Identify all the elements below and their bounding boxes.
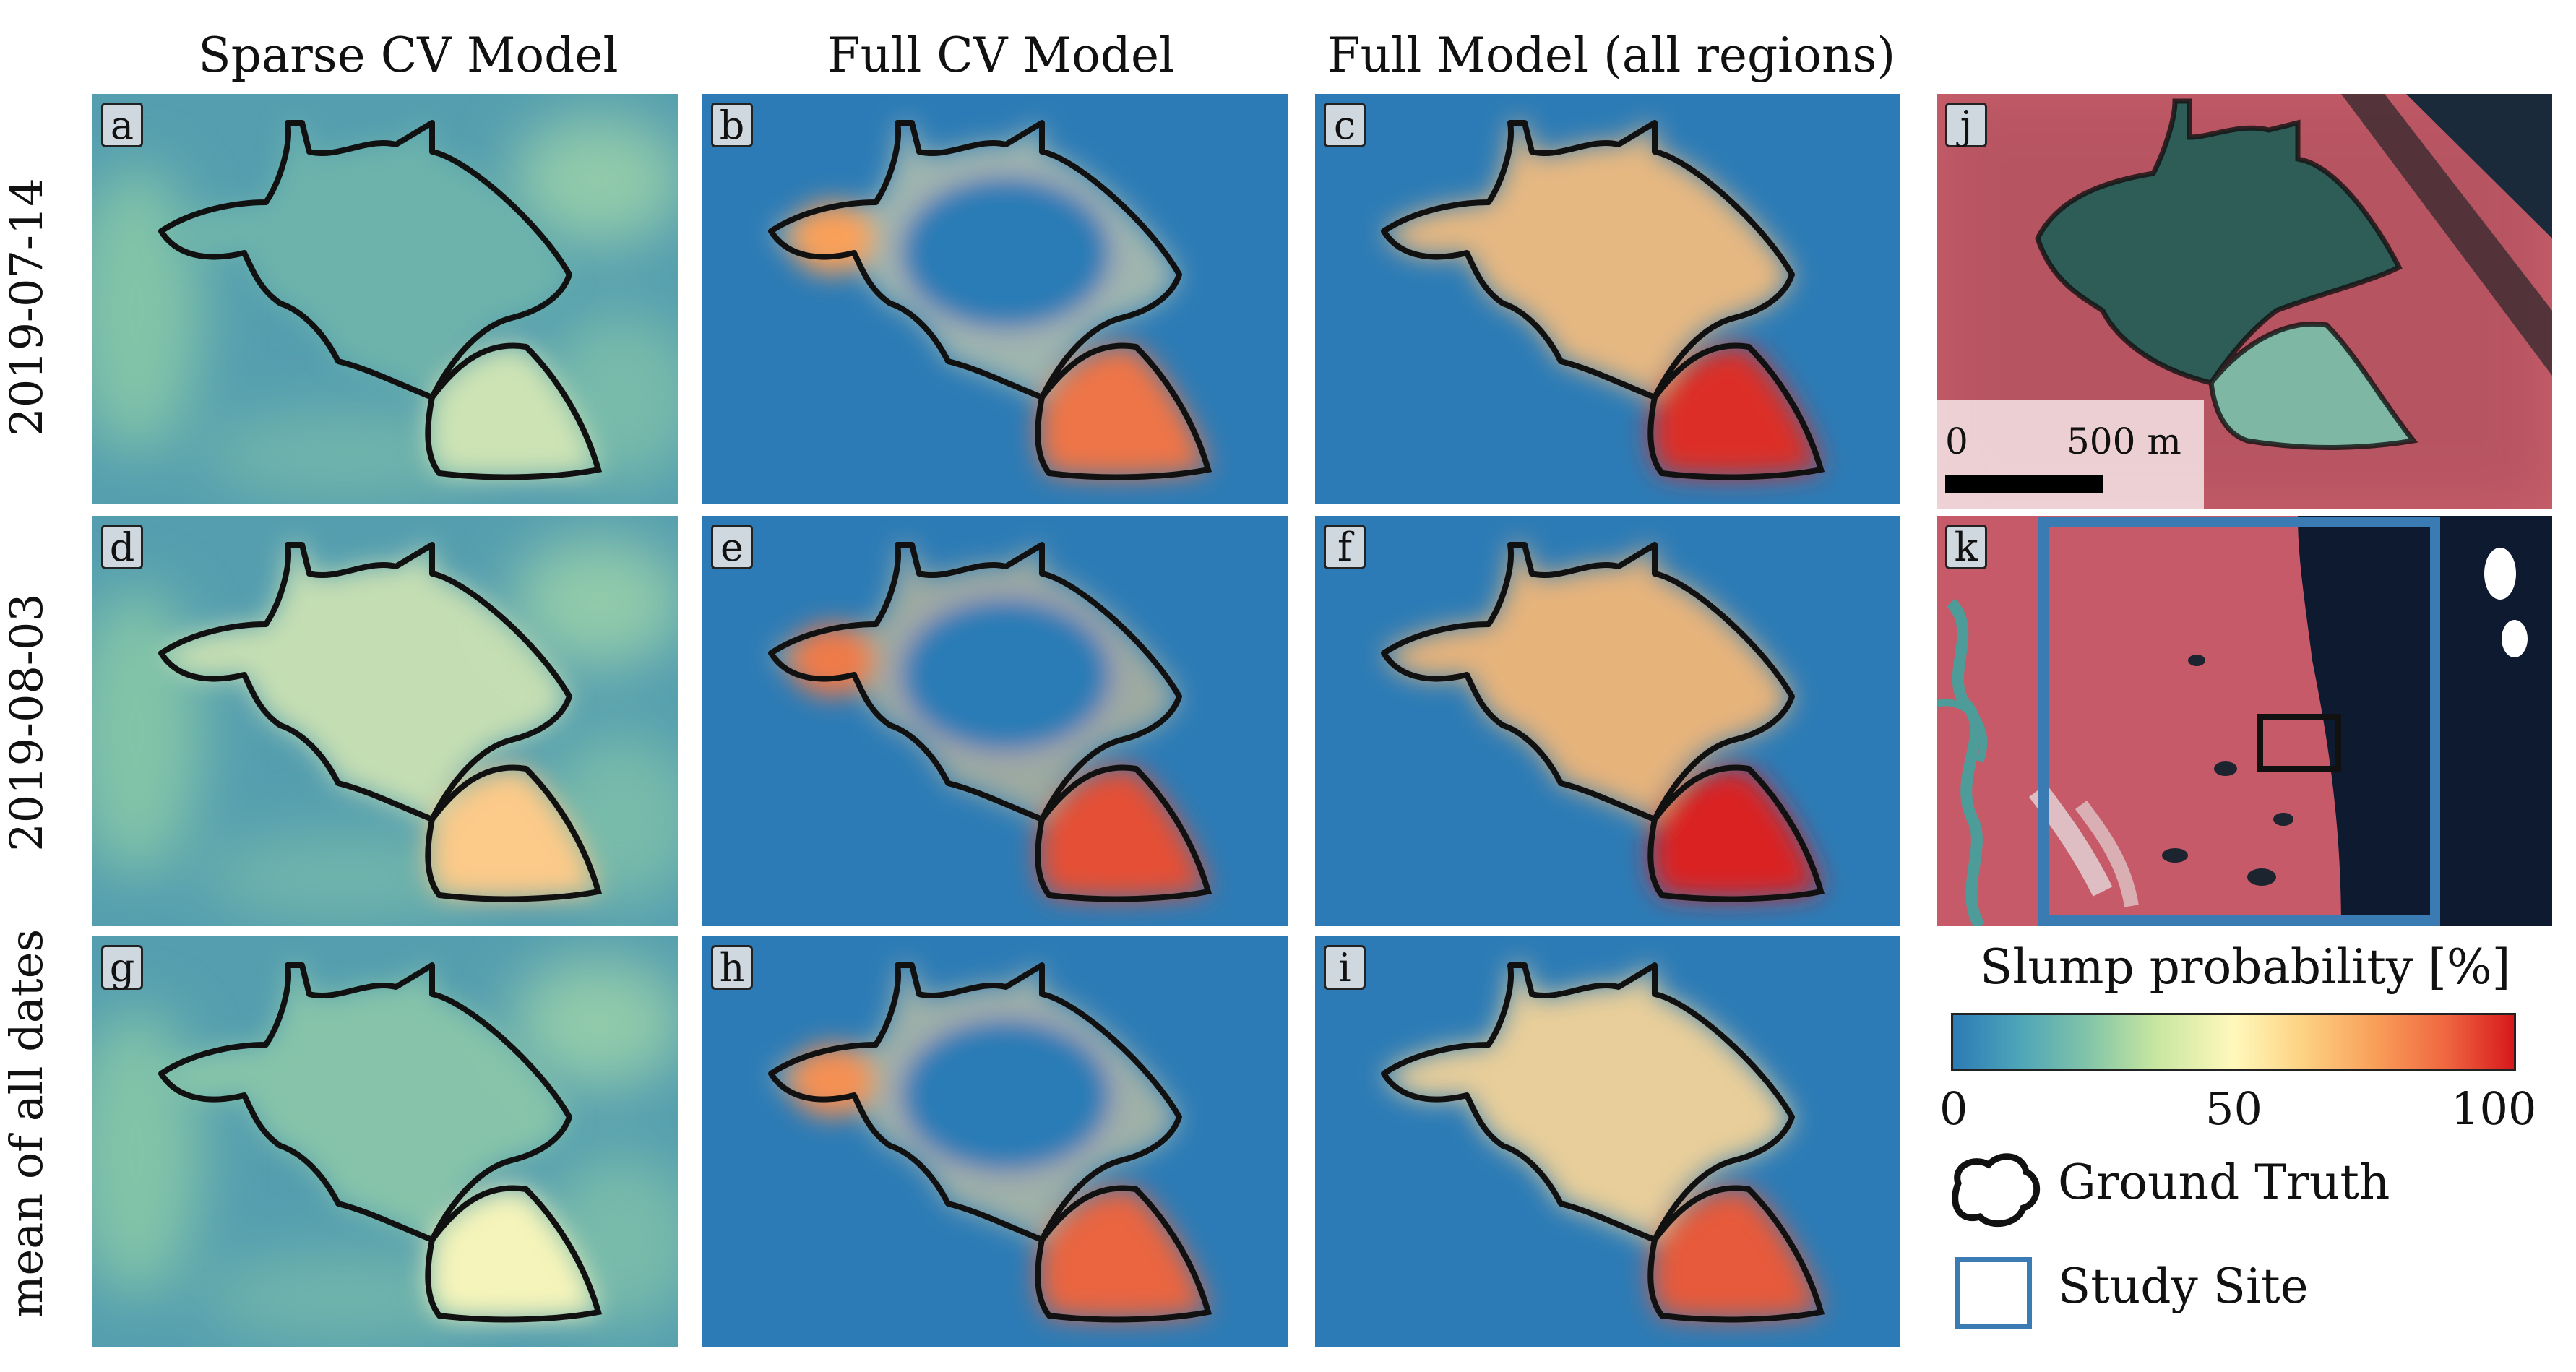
- panel-label-c: c: [1324, 103, 1366, 147]
- probability-panel-h: h: [702, 936, 1288, 1347]
- probability-panel-c: c: [1315, 94, 1900, 504]
- scale-bar-end-label: 500 m: [2067, 420, 2181, 462]
- colorbar-tick-0: 0: [1939, 1082, 1968, 1135]
- scale-bar-start-label: 0: [1945, 420, 1968, 462]
- row-title-mean: mean of all dates: [0, 928, 53, 1319]
- panel-label-k: k: [1945, 525, 1987, 569]
- column-title-full-cv: Full CV Model: [827, 27, 1175, 83]
- probability-panel-a: a: [92, 94, 678, 504]
- panel-label-h: h: [711, 945, 753, 990]
- panel-label-f: f: [1324, 525, 1366, 569]
- panel-k-overview-image: k: [1937, 516, 2552, 926]
- study-site-icon: [1955, 1257, 2032, 1329]
- panel-label-a: a: [101, 103, 143, 147]
- probability-panel-e: e: [702, 516, 1288, 926]
- panel-label-j: j: [1945, 103, 1987, 147]
- probability-panel-f: f: [1315, 516, 1900, 926]
- panel-label-i: i: [1324, 945, 1366, 990]
- colorbar-tick-100: 100: [2451, 1082, 2537, 1135]
- study-site-label: Study Site: [2058, 1259, 2309, 1314]
- panel-j-infrared-image: j 0 500 m: [1937, 94, 2552, 509]
- scale-bar: [1945, 475, 2103, 493]
- probability-panel-i: i: [1315, 936, 1900, 1347]
- colorbar: [1951, 1013, 2516, 1071]
- probability-panel-d: d: [92, 516, 678, 926]
- panel-label-g: g: [101, 945, 143, 990]
- probability-panel-b: b: [702, 94, 1288, 504]
- row-title-2019-07-14: 2019-07-14: [0, 178, 53, 436]
- scale-bar-box: 0 500 m: [1937, 400, 2204, 509]
- panel-label-e: e: [711, 525, 753, 569]
- panel-label-d: d: [101, 525, 143, 569]
- column-title-full-model: Full Model (all regions): [1327, 27, 1896, 83]
- colorbar-title: Slump probability [%]: [1980, 939, 2511, 995]
- panel-label-b: b: [711, 103, 753, 147]
- row-title-2019-08-03: 2019-08-03: [0, 593, 53, 852]
- ground-truth-icon: [1952, 1153, 2040, 1228]
- colorbar-tick-50: 50: [2205, 1082, 2262, 1135]
- ground-truth-label: Ground Truth: [2058, 1155, 2390, 1210]
- probability-panel-g: g: [92, 936, 678, 1347]
- column-title-sparse: Sparse CV Model: [198, 27, 619, 83]
